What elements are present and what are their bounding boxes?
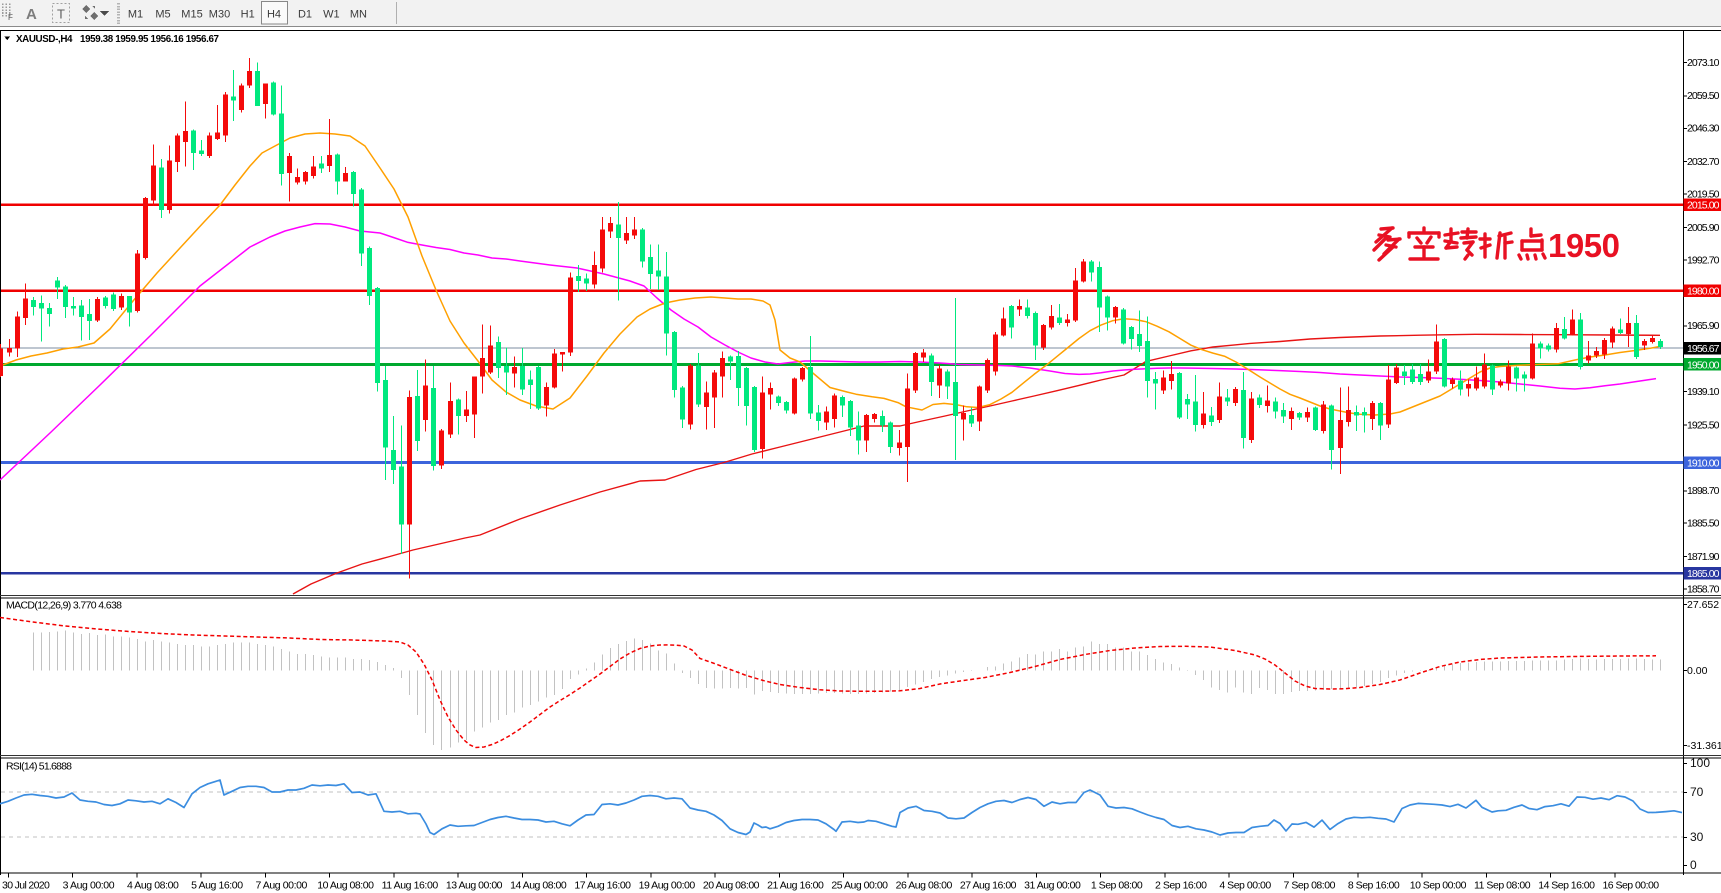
svg-text:M5: M5: [155, 9, 170, 21]
svg-text:1865.00: 1865.00: [1687, 568, 1720, 580]
svg-text:1950: 1950: [1548, 227, 1620, 264]
svg-text:31 Aug 00:00: 31 Aug 00:00: [1024, 880, 1081, 892]
svg-text:1898.70: 1898.70: [1687, 485, 1720, 497]
svg-text:H1: H1: [241, 9, 255, 21]
svg-text:1 Sep 08:00: 1 Sep 08:00: [1091, 880, 1143, 892]
svg-text:M30: M30: [209, 9, 230, 21]
svg-text:1871.90: 1871.90: [1687, 551, 1720, 563]
svg-text:13 Aug 00:00: 13 Aug 00:00: [446, 880, 503, 892]
svg-text:30: 30: [1690, 830, 1704, 844]
svg-text:1910.00: 1910.00: [1687, 458, 1720, 470]
svg-text:1885.50: 1885.50: [1687, 518, 1720, 530]
svg-text:17 Aug 16:00: 17 Aug 16:00: [574, 880, 631, 892]
svg-text:26 Aug 08:00: 26 Aug 08:00: [896, 880, 953, 892]
svg-text:11 Sep 08:00: 11 Sep 08:00: [1474, 880, 1531, 892]
svg-text:RSI(14) 51.6888: RSI(14) 51.6888: [6, 761, 72, 773]
svg-text:1959.38 1959.95 1956.16 1956.6: 1959.38 1959.95 1956.16 1956.67: [80, 34, 220, 45]
svg-text:20 Aug 08:00: 20 Aug 08:00: [703, 880, 760, 892]
svg-text:19 Aug 00:00: 19 Aug 00:00: [639, 880, 696, 892]
svg-text:W1: W1: [323, 9, 340, 21]
svg-text:25 Aug 00:00: 25 Aug 00:00: [831, 880, 888, 892]
svg-text:1956.67: 1956.67: [1687, 343, 1720, 355]
svg-text:T: T: [57, 7, 65, 22]
svg-text:M15: M15: [181, 9, 202, 21]
svg-text:2073.10: 2073.10: [1687, 57, 1720, 69]
svg-text:A: A: [26, 6, 37, 23]
svg-text:7 Aug 00:00: 7 Aug 00:00: [255, 880, 307, 892]
svg-text:27 Aug 16:00: 27 Aug 16:00: [960, 880, 1017, 892]
svg-text:MN: MN: [350, 9, 367, 21]
svg-text:-31.361: -31.361: [1687, 740, 1721, 752]
svg-text:14 Sep 16:00: 14 Sep 16:00: [1538, 880, 1595, 892]
svg-text:1992.70: 1992.70: [1687, 254, 1720, 266]
svg-text:1965.90: 1965.90: [1687, 320, 1720, 332]
svg-text:D1: D1: [298, 9, 312, 21]
svg-text:2032.70: 2032.70: [1687, 156, 1720, 168]
svg-text:1939.10: 1939.10: [1687, 386, 1720, 398]
svg-text:8 Sep 16:00: 8 Sep 16:00: [1348, 880, 1400, 892]
svg-text:11 Aug 16:00: 11 Aug 16:00: [382, 880, 439, 892]
svg-text:1980.00: 1980.00: [1687, 286, 1720, 298]
svg-text:5 Aug 16:00: 5 Aug 16:00: [191, 880, 243, 892]
svg-text:7 Sep 08:00: 7 Sep 08:00: [1284, 880, 1336, 892]
svg-text:2059.50: 2059.50: [1687, 90, 1720, 102]
svg-text:2019.50: 2019.50: [1687, 188, 1720, 200]
svg-text:MACD(12,26,9) 3.770 4.638: MACD(12,26,9) 3.770 4.638: [6, 600, 122, 612]
svg-text:3 Aug 00:00: 3 Aug 00:00: [63, 880, 115, 892]
svg-text:10 Sep 00:00: 10 Sep 00:00: [1410, 880, 1467, 892]
svg-text:4 Aug 08:00: 4 Aug 08:00: [127, 880, 179, 892]
svg-text:H4: H4: [267, 9, 281, 21]
svg-text:100: 100: [1690, 756, 1710, 770]
svg-text:10 Aug 08:00: 10 Aug 08:00: [317, 880, 374, 892]
svg-text:4 Sep 00:00: 4 Sep 00:00: [1219, 880, 1271, 892]
svg-text:27.652: 27.652: [1687, 599, 1719, 611]
svg-text:2046.30: 2046.30: [1687, 123, 1720, 135]
svg-text:2005.90: 2005.90: [1687, 222, 1720, 234]
svg-text:2 Sep 16:00: 2 Sep 16:00: [1155, 880, 1207, 892]
svg-text:0: 0: [1690, 858, 1697, 872]
svg-text:70: 70: [1690, 785, 1704, 799]
svg-text:M1: M1: [128, 9, 143, 21]
svg-text:1858.70: 1858.70: [1687, 583, 1720, 595]
svg-text:1950.00: 1950.00: [1687, 359, 1720, 371]
svg-text:0.00: 0.00: [1687, 665, 1708, 677]
svg-text:XAUUSD-,H4: XAUUSD-,H4: [16, 34, 73, 45]
svg-text:21 Aug 16:00: 21 Aug 16:00: [767, 880, 824, 892]
svg-text:14 Aug 08:00: 14 Aug 08:00: [510, 880, 567, 892]
svg-text:1925.50: 1925.50: [1687, 419, 1720, 431]
svg-text:2015.00: 2015.00: [1687, 200, 1720, 212]
svg-text:30 Jul 2020: 30 Jul 2020: [2, 880, 50, 892]
svg-text:F: F: [8, 13, 13, 22]
svg-text:16 Sep 00:00: 16 Sep 00:00: [1602, 880, 1659, 892]
